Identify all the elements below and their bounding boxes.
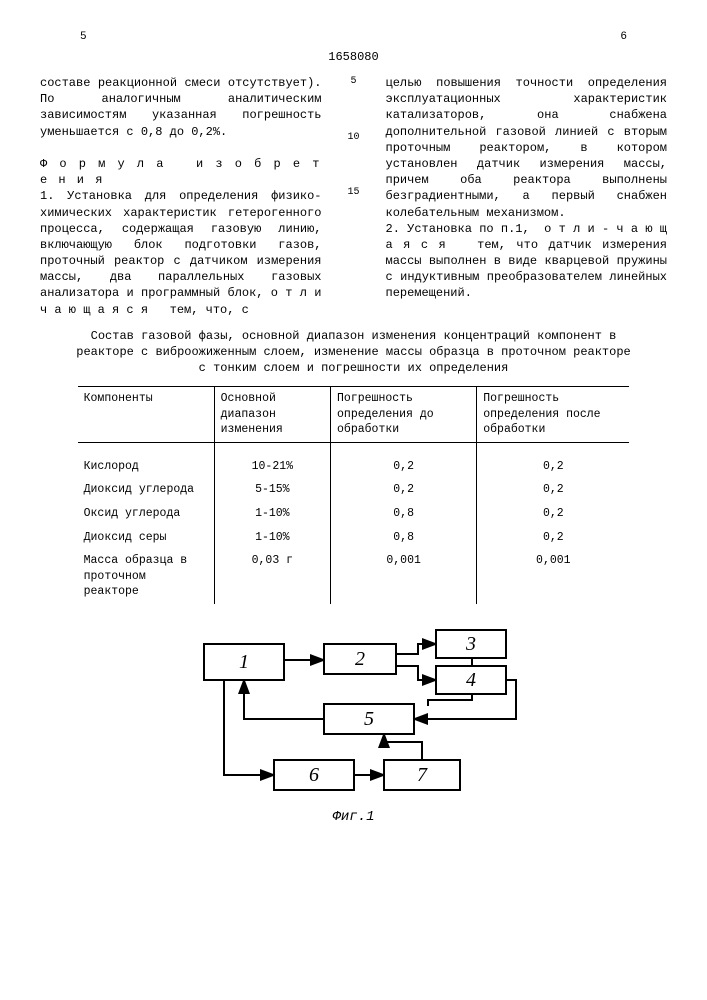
text-columns: составе реакционной смеси отсутствует). … bbox=[40, 75, 667, 318]
data-table: Компоненты Основной диапазон изменения П… bbox=[78, 386, 630, 603]
diagram-node-label: 6 bbox=[309, 764, 319, 786]
table-cell: 10-21% bbox=[214, 442, 330, 478]
left-p1: составе реакционной смеси отсутствует). … bbox=[40, 76, 329, 139]
table-cell: Диоксид углерода bbox=[78, 478, 215, 502]
line-mark: 10 bbox=[347, 131, 359, 145]
table-cell: Оксид углерода bbox=[78, 502, 215, 526]
diagram-node-label: 3 bbox=[465, 633, 476, 655]
table-cell: Кислород bbox=[78, 442, 215, 478]
table-cell: 0,03 г bbox=[214, 549, 330, 604]
line-mark: 15 bbox=[347, 186, 359, 200]
table-cell: Диоксид серы bbox=[78, 526, 215, 550]
table-cell: 0,2 bbox=[477, 502, 630, 526]
diagram-edge bbox=[224, 680, 274, 775]
table-header-row: Компоненты Основной диапазон изменения П… bbox=[78, 387, 630, 443]
figure-label: Фиг.1 bbox=[40, 808, 667, 827]
col-header: Основной диапазон изменения bbox=[214, 387, 330, 443]
patent-number: 1658080 bbox=[40, 49, 667, 65]
table-row: Диоксид серы1-10%0,80,2 bbox=[78, 526, 630, 550]
table-cell: 0,8 bbox=[331, 526, 477, 550]
table-cell: 0,001 bbox=[331, 549, 477, 604]
diagram-node-label: 5 bbox=[364, 708, 374, 730]
table-row: Кислород10-21%0,20,2 bbox=[78, 442, 630, 478]
table-row: Масса образца в проточном реакторе0,03 г… bbox=[78, 549, 630, 604]
page-number-left: 5 bbox=[80, 30, 87, 45]
diagram-edge bbox=[244, 680, 324, 719]
table-cell: 5-15% bbox=[214, 478, 330, 502]
table-cell: 0,2 bbox=[331, 478, 477, 502]
flowchart-diagram: 1 2 3 4 5 6 7 bbox=[184, 624, 524, 804]
diagram-node-label: 1 bbox=[239, 651, 249, 673]
table-row: Оксид углерода1-10%0,80,2 bbox=[78, 502, 630, 526]
table-row: Диоксид углерода5-15%0,20,2 bbox=[78, 478, 630, 502]
col-header: Погрешность определения после обработки bbox=[477, 387, 630, 443]
table-cell: 0,8 bbox=[331, 502, 477, 526]
page-number-right: 6 bbox=[620, 30, 627, 45]
diagram-node-label: 2 bbox=[355, 648, 365, 670]
diagram-edge bbox=[384, 734, 422, 760]
table-cell: 0,001 bbox=[477, 549, 630, 604]
table-cell: 0,2 bbox=[477, 526, 630, 550]
formula-title: Ф о р м у л а и з о б р е т е н и я bbox=[40, 157, 331, 187]
line-mark: 5 bbox=[350, 75, 356, 89]
claim-2: 2. Установка по п.1, о т л и - ч а ю щ а… bbox=[386, 222, 675, 301]
diagram-edge bbox=[396, 644, 436, 654]
claim-1: 1. Установка для определения физико-хими… bbox=[40, 189, 329, 316]
table-cell: 1-10% bbox=[214, 502, 330, 526]
page-header: 5 6 bbox=[40, 30, 667, 45]
diagram-node-label: 4 bbox=[466, 669, 476, 691]
table-cell: 1-10% bbox=[214, 526, 330, 550]
col-header: Компоненты bbox=[78, 387, 215, 443]
table-caption: Состав газовой фазы, основной диапазон и… bbox=[70, 328, 637, 377]
left-column: составе реакционной смеси отсутствует). … bbox=[40, 75, 322, 318]
diagram-edge bbox=[396, 666, 436, 680]
line-number-markers: 5 10 15 bbox=[346, 75, 362, 318]
table-cell: Масса образца в проточном реакторе bbox=[78, 549, 215, 604]
col-header: Погрешность определения до обработки bbox=[331, 387, 477, 443]
diagram-node-label: 7 bbox=[417, 764, 428, 786]
table-cell: 0,2 bbox=[477, 478, 630, 502]
table-cell: 0,2 bbox=[331, 442, 477, 478]
right-p1: целью повышения точности определения экс… bbox=[386, 76, 675, 220]
right-column: целью повышения точности определения экс… bbox=[386, 75, 668, 318]
table-cell: 0,2 bbox=[477, 442, 630, 478]
